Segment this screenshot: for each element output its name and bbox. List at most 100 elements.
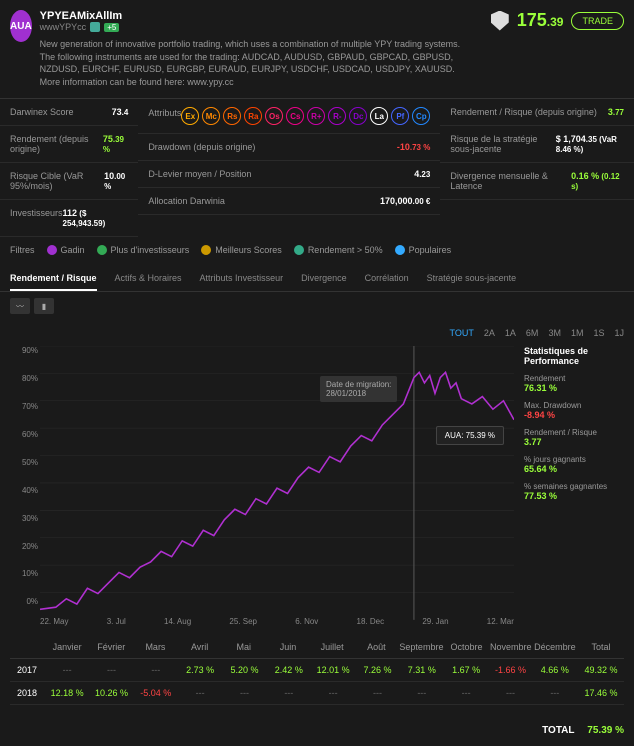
stat-value: 0.16 % (0.12 s) bbox=[571, 171, 624, 191]
month-row: 201812.18 %10.26 %-5.04 %---------------… bbox=[10, 682, 624, 705]
chart-line-icon[interactable]: 〰 bbox=[10, 298, 30, 314]
filter-label: Populaires bbox=[409, 245, 452, 255]
header-left: AUA YPYEAMixAllIm wwwYPYcc +5 New genera… bbox=[10, 10, 491, 88]
stat-row: D-Levier moyen / Position 4.23 bbox=[138, 161, 440, 188]
timerange-1A[interactable]: 1A bbox=[505, 328, 516, 338]
perf-value: -8.94 % bbox=[524, 410, 624, 420]
month-cell: 1.67 % bbox=[445, 665, 487, 675]
stat-label: Divergence mensuelle & Latence bbox=[450, 171, 571, 191]
timerange-TOUT[interactable]: TOUT bbox=[450, 328, 474, 338]
trade-button[interactable]: TRADE bbox=[571, 12, 624, 30]
perf-item: % semaines gagnantes77.53 % bbox=[524, 482, 624, 501]
filter-item[interactable]: Populaires bbox=[395, 245, 452, 255]
month-cell: --- bbox=[268, 688, 310, 698]
y-tick: 70% bbox=[10, 402, 38, 411]
month-head: Septembre bbox=[399, 642, 443, 652]
tab-3[interactable]: Divergence bbox=[301, 273, 347, 291]
month-table: JanvierFévrierMarsAvrilMaiJuinJuilletAoû… bbox=[0, 626, 634, 715]
filter-item[interactable]: Plus d'investisseurs bbox=[97, 245, 190, 255]
attr-icon-Pf[interactable]: Pf bbox=[391, 107, 409, 125]
tab-4[interactable]: Corrélation bbox=[365, 273, 409, 291]
attr-icon-R-[interactable]: R- bbox=[328, 107, 346, 125]
stat-value: 112 ($ 254,943.59) bbox=[63, 208, 129, 228]
attr-icon-La[interactable]: La bbox=[370, 107, 388, 125]
perf-item: Rendement76.31 % bbox=[524, 374, 624, 393]
attr-icon-Os[interactable]: Os bbox=[265, 107, 283, 125]
time-range: TOUT 2A 1A 6M 3M 1M 1S 1J bbox=[0, 320, 634, 346]
filter-label: Plus d'investisseurs bbox=[111, 245, 190, 255]
filters-row: Filtres GadinPlus d'investisseursMeilleu… bbox=[0, 237, 634, 263]
filter-item[interactable]: Gadin bbox=[47, 245, 85, 255]
attr-icon-Cp[interactable]: Cp bbox=[412, 107, 430, 125]
stat-value: 4.23 bbox=[414, 169, 430, 179]
perf-label: Max. Drawdown bbox=[524, 401, 624, 410]
chart-area: 90%80%70%60%50%40%30%20%10%0% Date de mi… bbox=[0, 346, 634, 626]
value-tooltip: AUA: 75.39 % bbox=[436, 426, 504, 445]
avatar[interactable]: AUA bbox=[10, 10, 32, 42]
filter-label: Rendement > 50% bbox=[308, 245, 383, 255]
month-head: Octobre bbox=[445, 642, 487, 652]
stat-value: 73.4 bbox=[112, 107, 129, 117]
tab-5[interactable]: Stratégie sous-jacente bbox=[427, 273, 517, 291]
perf-item: Max. Drawdown-8.94 % bbox=[524, 401, 624, 420]
perf-head: Statistiques de Performance bbox=[524, 346, 624, 366]
chart-candle-icon[interactable]: ▮ bbox=[34, 298, 54, 314]
stats-grid: Darwinex Score73.4Rendement (depuis orig… bbox=[0, 98, 634, 237]
month-cell: 2.73 % bbox=[179, 665, 221, 675]
stat-row: Divergence mensuelle & Latence0.16 % (0.… bbox=[440, 163, 634, 200]
attr-icon-Mc[interactable]: Mc bbox=[202, 107, 220, 125]
attr-icon-Rs[interactable]: Rs bbox=[223, 107, 241, 125]
month-head: Novembre bbox=[490, 642, 532, 652]
stat-label: D-Levier moyen / Position bbox=[148, 169, 251, 179]
chart-controls: 〰 ▮ bbox=[0, 292, 634, 320]
tab-0[interactable]: Rendement / Risque bbox=[10, 273, 97, 291]
filter-dot-icon bbox=[294, 245, 304, 255]
y-tick: 60% bbox=[10, 430, 38, 439]
month-cell: --- bbox=[46, 665, 88, 675]
chart-line bbox=[40, 373, 514, 610]
y-tick: 80% bbox=[10, 374, 38, 383]
attr-icon-Ex[interactable]: Ex bbox=[181, 107, 199, 125]
stat-row: Allocation Darwinia170,000.00 € bbox=[138, 188, 440, 215]
attr-icon-R+[interactable]: R+ bbox=[307, 107, 325, 125]
verified-icon bbox=[90, 22, 100, 32]
perf-value: 3.77 bbox=[524, 437, 624, 447]
perf-item: % jours gagnants65.64 % bbox=[524, 455, 624, 474]
stat-row: Investisseurs112 ($ 254,943.59) bbox=[0, 200, 138, 237]
user-name[interactable]: wwwYPYcc bbox=[40, 22, 87, 32]
header: AUA YPYEAMixAllIm wwwYPYcc +5 New genera… bbox=[0, 0, 634, 98]
timerange-3M[interactable]: 3M bbox=[548, 328, 561, 338]
tab-2[interactable]: Attributs Investisseur bbox=[200, 273, 284, 291]
tab-1[interactable]: Actifs & Horaires bbox=[115, 273, 182, 291]
stat-value: 10.00 % bbox=[104, 171, 128, 191]
x-tick: 25. Sep bbox=[229, 617, 257, 626]
month-head: Total bbox=[578, 642, 624, 652]
attr-icon-Cs[interactable]: Cs bbox=[286, 107, 304, 125]
month-cell: -5.04 % bbox=[135, 688, 177, 698]
y-tick: 90% bbox=[10, 346, 38, 355]
desc-line: New generation of innovative portfolio t… bbox=[40, 38, 491, 51]
month-head: Mars bbox=[134, 642, 176, 652]
rank-badge: +5 bbox=[104, 23, 119, 32]
chart[interactable]: 90%80%70%60%50%40%30%20%10%0% Date de mi… bbox=[10, 346, 514, 626]
y-tick: 40% bbox=[10, 486, 38, 495]
attr-icon-Dc[interactable]: Dc bbox=[349, 107, 367, 125]
stat-label: Allocation Darwinia bbox=[148, 196, 225, 206]
filter-dot-icon bbox=[97, 245, 107, 255]
filter-item[interactable]: Rendement > 50% bbox=[294, 245, 383, 255]
filter-item[interactable]: Meilleurs Scores bbox=[201, 245, 282, 255]
month-head: Décembre bbox=[534, 642, 576, 652]
month-head: Août bbox=[355, 642, 397, 652]
timerange-1M[interactable]: 1M bbox=[571, 328, 584, 338]
month-cell: --- bbox=[489, 688, 531, 698]
stat-row: Rendement / Risque (depuis origine)3.77 bbox=[440, 99, 634, 126]
stat-row: Risque de la stratégie sous-jacente$ 1,7… bbox=[440, 126, 634, 163]
timerange-2A[interactable]: 2A bbox=[484, 328, 495, 338]
attr-icon-Ra[interactable]: Ra bbox=[244, 107, 262, 125]
timerange-1S[interactable]: 1S bbox=[593, 328, 604, 338]
y-tick: 20% bbox=[10, 542, 38, 551]
timerange-1J[interactable]: 1J bbox=[614, 328, 624, 338]
stat-row: Drawdown (depuis origine)-10.73 % bbox=[138, 134, 440, 161]
timerange-6M[interactable]: 6M bbox=[526, 328, 539, 338]
total-label: TOTAL bbox=[542, 725, 574, 736]
